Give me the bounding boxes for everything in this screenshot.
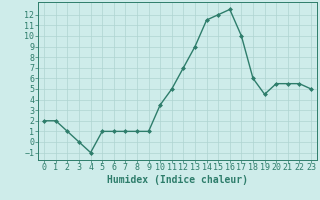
- X-axis label: Humidex (Indice chaleur): Humidex (Indice chaleur): [107, 175, 248, 185]
